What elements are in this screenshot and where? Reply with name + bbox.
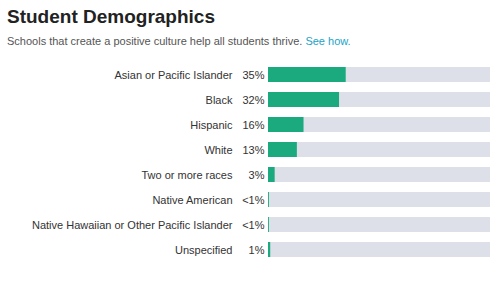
svg-text:Two or more races: Two or more races <box>141 169 233 181</box>
svg-text:Hispanic: Hispanic <box>190 119 233 131</box>
svg-text:Unspecified: Unspecified <box>175 244 232 256</box>
html-text:Schools that create a positive: Schools that create a positive culture h… <box>7 35 351 47</box>
svg-text:White: White <box>204 144 232 156</box>
svg-text:Black: Black <box>206 94 233 106</box>
svg-text:Asian or Pacific Islander: Asian or Pacific Islander <box>115 69 233 81</box>
svg-text:<1%: <1% <box>242 219 265 231</box>
svg-text:32%: 32% <box>242 94 264 106</box>
svg-text:3%: 3% <box>249 169 265 181</box>
svg-text:Native Hawaiian or Other Pacif: Native Hawaiian or Other Pacific Islande… <box>32 219 233 231</box>
svg-text:16%: 16% <box>242 119 264 131</box>
html-text:Student Demographics: Student Demographics <box>7 6 215 27</box>
svg-text:13%: 13% <box>242 144 264 156</box>
svg-text:1%: 1% <box>249 244 265 256</box>
svg-text:<1%: <1% <box>242 194 265 206</box>
svg-text:35%: 35% <box>242 69 264 81</box>
svg-text:Native American: Native American <box>152 194 232 206</box>
